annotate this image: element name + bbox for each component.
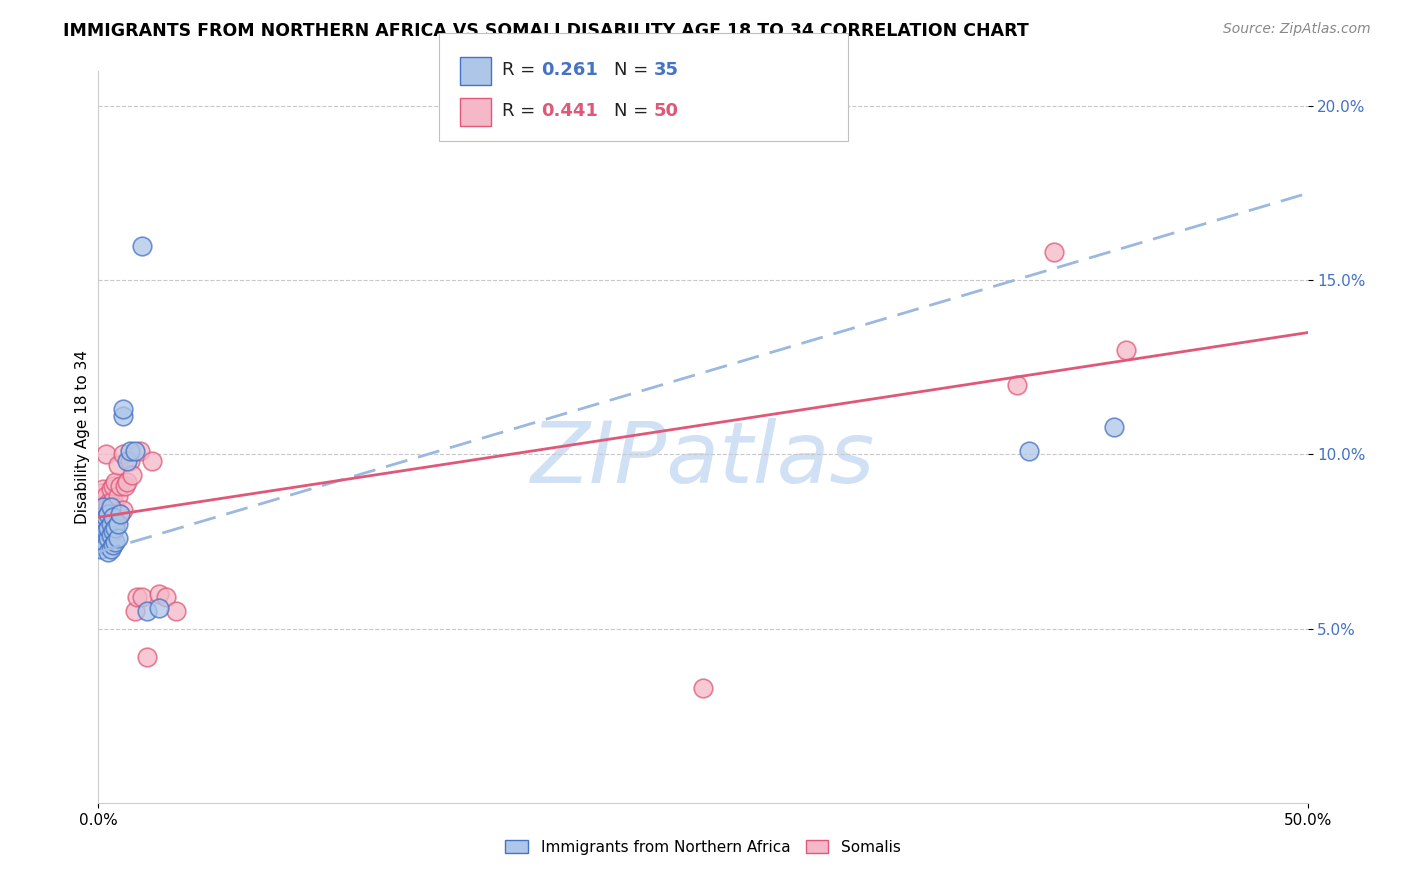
Point	[94, 448, 117, 462]
Point	[100, 541, 122, 556]
Text: N =: N =	[614, 62, 654, 79]
Text: 0.261: 0.261	[541, 62, 598, 79]
Point	[101, 492, 124, 507]
Point	[118, 454, 141, 468]
Point	[148, 600, 170, 615]
Point	[94, 489, 117, 503]
Point	[91, 531, 114, 545]
Text: R =: R =	[502, 103, 541, 120]
Point	[108, 507, 131, 521]
Text: 50: 50	[654, 103, 679, 120]
Point	[91, 514, 114, 528]
Point	[90, 527, 112, 541]
Point	[135, 604, 157, 618]
Point	[97, 521, 120, 535]
Point	[131, 591, 153, 605]
Point	[117, 454, 139, 468]
Point	[108, 507, 131, 521]
Point	[100, 483, 122, 497]
Point	[135, 649, 157, 664]
Text: R =: R =	[502, 62, 541, 79]
Point	[100, 527, 122, 541]
Point	[97, 507, 120, 521]
Point	[111, 402, 134, 417]
Legend: Immigrants from Northern Africa, Somalis: Immigrants from Northern Africa, Somalis	[499, 834, 907, 861]
Point	[101, 507, 124, 521]
Text: IMMIGRANTS FROM NORTHERN AFRICA VS SOMALI DISABILITY AGE 18 TO 34 CORRELATION CH: IMMIGRANTS FROM NORTHERN AFRICA VS SOMAL…	[63, 22, 1029, 40]
Point	[1115, 343, 1137, 357]
Text: 0.441: 0.441	[541, 103, 598, 120]
Point	[111, 448, 134, 462]
Text: 35: 35	[654, 62, 679, 79]
Point	[101, 524, 124, 538]
Point	[117, 475, 139, 490]
Point	[91, 500, 114, 514]
Point	[107, 489, 129, 503]
Point	[91, 483, 114, 497]
Point	[94, 534, 117, 549]
Point	[97, 545, 120, 559]
Point	[94, 517, 117, 532]
Point	[104, 475, 127, 490]
Point	[100, 527, 122, 541]
Point	[97, 527, 120, 541]
Point	[111, 503, 134, 517]
Point	[90, 517, 112, 532]
Point	[124, 444, 146, 458]
Point	[104, 521, 127, 535]
Point	[100, 496, 122, 510]
Point	[91, 534, 114, 549]
Point	[111, 409, 134, 424]
Point	[104, 517, 127, 532]
Point	[1018, 444, 1040, 458]
Point	[101, 538, 124, 552]
Point	[90, 503, 112, 517]
Point	[100, 510, 122, 524]
Point	[100, 517, 122, 532]
Point	[107, 458, 129, 472]
Point	[97, 510, 120, 524]
Point	[104, 534, 127, 549]
Point	[101, 479, 124, 493]
Point	[124, 604, 146, 618]
Point	[114, 479, 136, 493]
Point	[1042, 245, 1064, 260]
Point	[108, 479, 131, 493]
Point	[121, 468, 143, 483]
Text: ZIPatlas: ZIPatlas	[531, 417, 875, 500]
Text: Source: ZipAtlas.com: Source: ZipAtlas.com	[1223, 22, 1371, 37]
Point	[91, 517, 114, 532]
Point	[107, 531, 129, 545]
Point	[1102, 419, 1125, 434]
Point	[148, 587, 170, 601]
Point	[107, 510, 129, 524]
Point	[100, 500, 122, 514]
Point	[131, 238, 153, 252]
Y-axis label: Disability Age 18 to 34: Disability Age 18 to 34	[75, 350, 90, 524]
Point	[90, 510, 112, 524]
Point	[107, 517, 129, 532]
Point	[128, 444, 150, 458]
Point	[97, 531, 120, 545]
Point	[127, 591, 149, 605]
Point	[118, 444, 141, 458]
Point	[94, 510, 117, 524]
Point	[94, 538, 117, 552]
Point	[1007, 377, 1029, 392]
Point	[155, 591, 177, 605]
Point	[104, 500, 127, 514]
Point	[101, 524, 124, 538]
Point	[165, 604, 187, 618]
Point	[90, 541, 112, 556]
Point	[97, 496, 120, 510]
Point	[91, 496, 114, 510]
Point	[692, 681, 714, 695]
Point	[141, 454, 163, 468]
Point	[94, 503, 117, 517]
Text: N =: N =	[614, 103, 654, 120]
Point	[101, 510, 124, 524]
Point	[94, 524, 117, 538]
Point	[90, 485, 112, 500]
